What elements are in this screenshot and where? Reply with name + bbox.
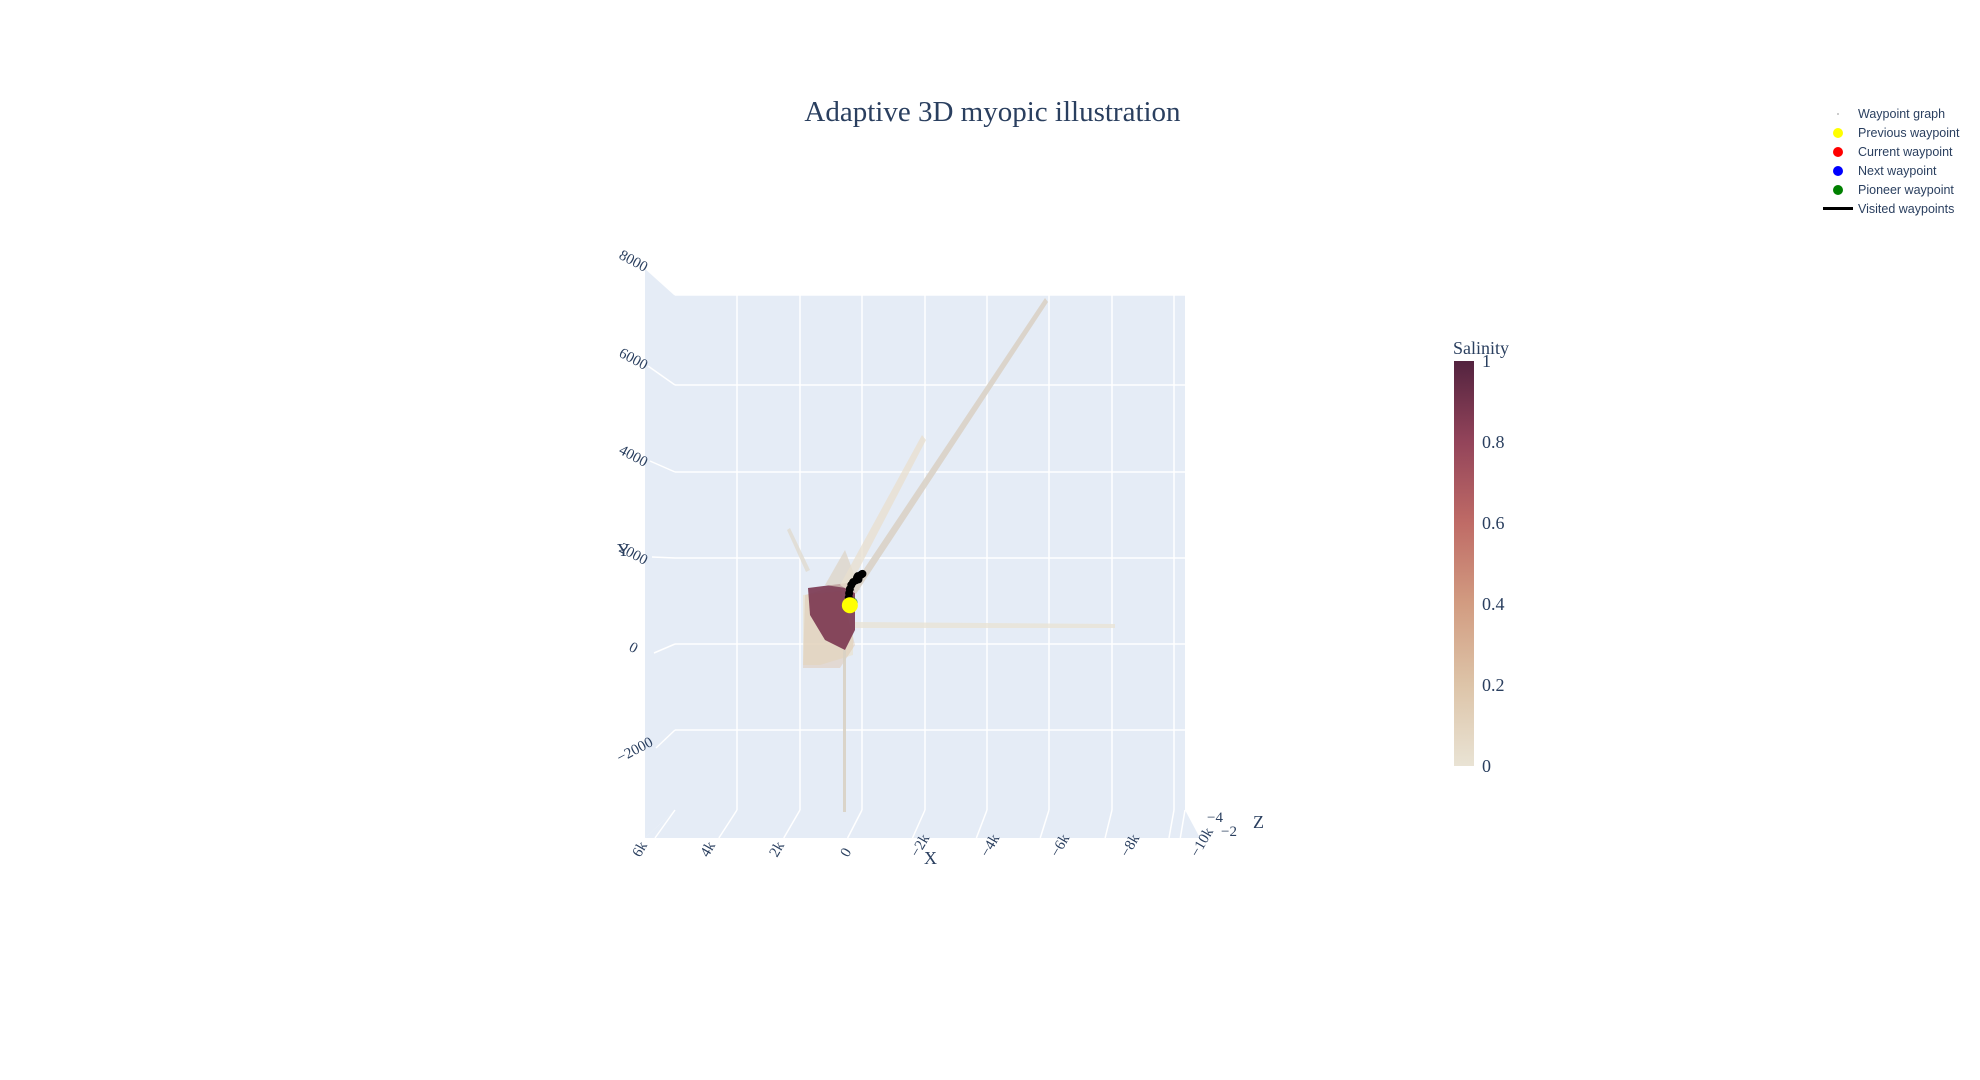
z-axis-ticks: −4−2 xyxy=(1207,810,1237,840)
legend-label: Visited waypoints xyxy=(1858,201,1955,216)
x-axis-title: X xyxy=(924,848,937,868)
legend-line-icon xyxy=(1823,207,1853,210)
grid-line xyxy=(975,809,988,839)
z-tick-label: −4 xyxy=(1207,810,1223,826)
colorbar-tick: 0.4 xyxy=(1482,594,1505,614)
side-wall xyxy=(645,268,675,838)
legend-marker-icon xyxy=(1833,184,1843,195)
legend-label: Pioneer waypoint xyxy=(1858,182,1954,197)
colorbar-tick: 0.2 xyxy=(1482,675,1505,695)
legend-item[interactable]: Previous waypoint xyxy=(1820,123,1980,142)
x-tick-label: 6k xyxy=(630,839,652,860)
colorbar-gradient xyxy=(1454,361,1474,766)
legend-item[interactable]: Visited waypoints xyxy=(1820,199,1980,218)
legend-item[interactable]: Pioneer waypoint xyxy=(1820,180,1980,199)
grid-lines xyxy=(644,267,1186,839)
legend-marker-icon xyxy=(1837,112,1839,115)
legend-swatch xyxy=(1820,123,1856,142)
salinity-surface-ray xyxy=(787,528,810,572)
x-tick-label: 4k xyxy=(698,839,720,860)
grid-line xyxy=(783,809,801,839)
grid-line xyxy=(653,643,676,654)
legend-marker-icon xyxy=(1833,165,1843,176)
z-axis-title: Z xyxy=(1253,812,1264,832)
grid-line xyxy=(911,809,926,839)
legend-swatch xyxy=(1820,180,1856,199)
legend-label: Waypoint graph xyxy=(1858,106,1946,121)
salinity-surface-ray xyxy=(840,435,926,590)
y-tick-label: 0 xyxy=(626,639,640,657)
grid-line xyxy=(718,809,738,839)
salinity-surface-ray xyxy=(850,298,1048,594)
colorbar-tick: 0.6 xyxy=(1482,513,1505,533)
back-wall xyxy=(675,295,1185,810)
grid-line xyxy=(1104,809,1113,839)
grid-line xyxy=(654,809,676,839)
salinity-surface-ray xyxy=(855,622,1115,628)
legend-swatch xyxy=(1820,199,1856,218)
legend-label: Previous waypoint xyxy=(1858,125,1960,140)
grid-line xyxy=(644,267,676,296)
salinity-surface-ray xyxy=(843,650,846,812)
grid-line xyxy=(647,365,676,386)
salinity-surface-high xyxy=(808,582,855,650)
x-tick-label: 2k xyxy=(767,839,789,860)
colorbar: Salinity 1 0.8 0.6 0.4 0.2 0 xyxy=(1440,338,1600,778)
legend: Waypoint graph Previous waypoint Current w… xyxy=(1820,104,1980,218)
legend-swatch xyxy=(1820,161,1856,180)
salinity-surfaces xyxy=(787,298,1115,812)
colorbar-tick: 0.8 xyxy=(1482,432,1505,452)
grid-line xyxy=(1179,809,1186,839)
grid-line xyxy=(846,809,863,839)
chart-title: Adaptive 3D myopic illustration xyxy=(804,96,1181,128)
grid-line xyxy=(1168,809,1175,839)
z-tick-label: −2 xyxy=(1221,824,1237,840)
y-axis-title: Y xyxy=(617,540,630,560)
visited-waypoints-path xyxy=(841,569,867,614)
legend-swatch xyxy=(1820,104,1856,123)
grid-line xyxy=(651,556,676,559)
previous-waypoint-marker xyxy=(841,597,858,614)
colorbar-tick: 1 xyxy=(1482,351,1491,371)
grid-line xyxy=(1039,809,1050,839)
legend-item[interactable]: Current waypoint xyxy=(1820,142,1980,161)
legend-item[interactable]: Waypoint graph xyxy=(1820,104,1980,123)
grid-line xyxy=(649,460,676,473)
floor-wall xyxy=(645,810,1200,838)
colorbar-tick: 0 xyxy=(1482,756,1491,776)
grid-line xyxy=(655,729,676,749)
legend-swatch xyxy=(1820,142,1856,161)
legend-item[interactable]: Next waypoint xyxy=(1820,161,1980,180)
legend-marker-icon xyxy=(1833,127,1843,138)
legend-marker-icon xyxy=(1833,146,1843,157)
x-tick-label: 0 xyxy=(838,846,856,860)
legend-label: Current waypoint xyxy=(1858,144,1953,159)
colorbar-title: Salinity xyxy=(1453,338,1510,358)
legend-label: Next waypoint xyxy=(1858,163,1937,178)
